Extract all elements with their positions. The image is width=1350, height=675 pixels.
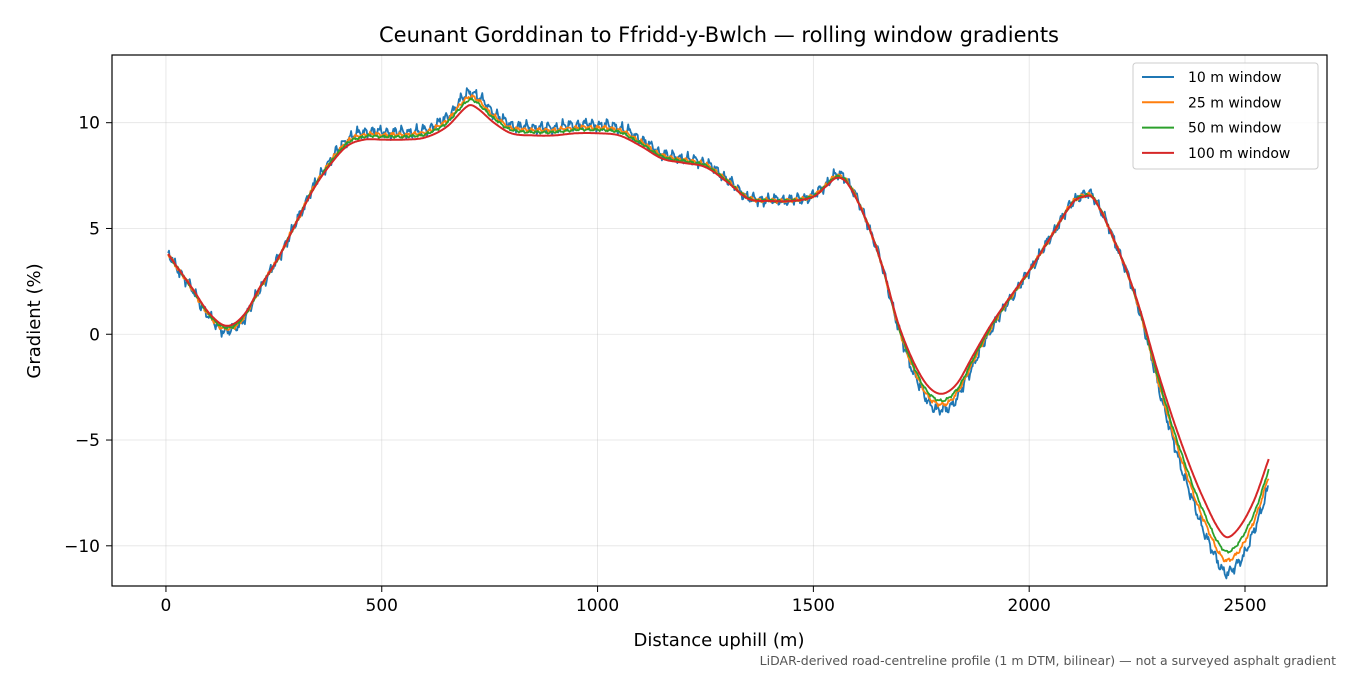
footnote: LiDAR-derived road-centreline profile (1… — [760, 653, 1336, 668]
y-tick-label: 5 — [89, 219, 100, 239]
series-lines — [167, 87, 1270, 580]
y-axis-title: Gradient (%) — [24, 263, 45, 378]
series-line-3 — [167, 97, 1270, 554]
series-line-4 — [167, 104, 1270, 539]
x-tick-label: 500 — [366, 596, 398, 616]
y-tick-label: 0 — [89, 325, 100, 345]
plot-area-frame — [111, 54, 1328, 587]
legend-label: 50 m window — [1188, 121, 1281, 137]
legend-box — [1132, 62, 1319, 170]
y-tick-label: 10 — [78, 114, 100, 134]
x-tick-label: 2000 — [1008, 596, 1051, 616]
x-axis-title: Distance uphill (m) — [634, 630, 805, 651]
x-tick-label: 1500 — [792, 596, 835, 616]
x-tick-label: 1000 — [576, 596, 619, 616]
x-tick-label: 2500 — [1223, 596, 1266, 616]
y-tick-label: −10 — [64, 537, 100, 557]
legend: 10 m window 25 m window 50 m window 100 m w… — [1132, 62, 1319, 170]
legend-label: 25 m window — [1188, 95, 1281, 111]
series-line-2 — [167, 94, 1270, 563]
y-tick-label: −5 — [75, 431, 100, 451]
x-tick-label: 0 — [161, 596, 172, 616]
axis-ticks: 0 500 1000 1500 2000 2500 −10 −5 0 5 10 — [64, 114, 1267, 616]
legend-label: 100 m window — [1188, 146, 1290, 162]
legend-label: 10 m window — [1188, 70, 1281, 86]
chart-title: Ceunant Gorddinan to Ffridd-y-Bwlch — ro… — [379, 23, 1059, 47]
